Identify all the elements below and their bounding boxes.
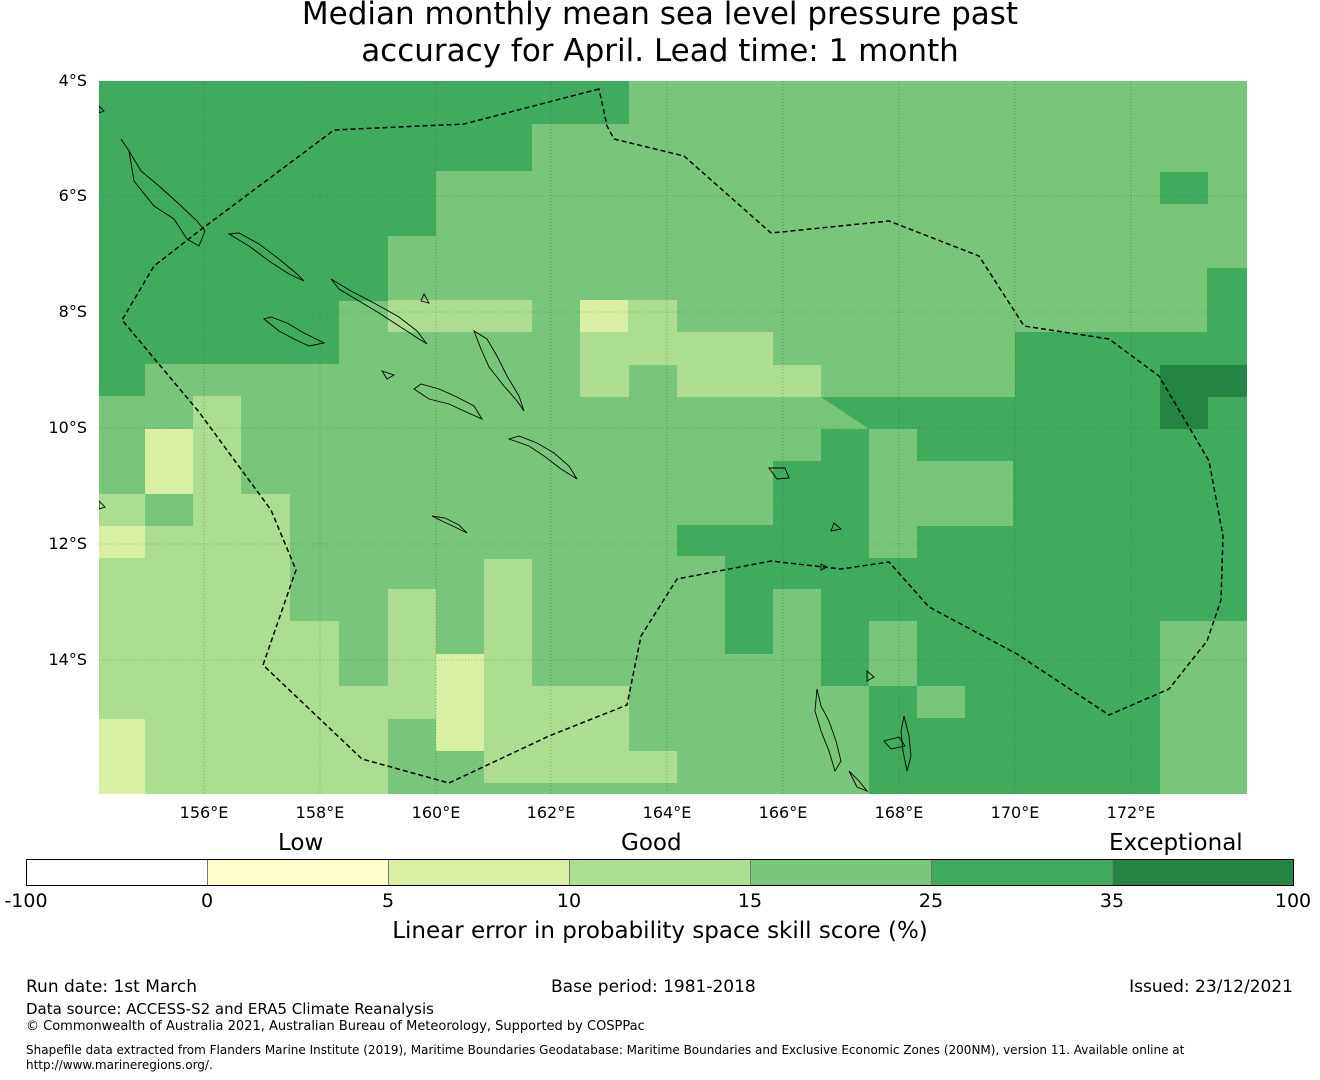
island-santa-isabel [330, 278, 428, 345]
cell-light-6 [484, 559, 532, 624]
island-choiseul [227, 232, 305, 282]
cell-mid-2 [869, 461, 917, 558]
colorbar-segment [570, 860, 751, 885]
lat-label-10s: 10°S [48, 418, 87, 437]
lat-label-14s: 14°S [48, 650, 87, 669]
legend-category-low: Low [278, 830, 324, 856]
island-vanuatu-mid [883, 736, 906, 750]
cell-high-right [1207, 268, 1247, 332]
lon-label-168e: 168°E [874, 803, 924, 822]
cell-light-2 [99, 526, 145, 558]
title-line-2: accuracy for April. Lead time: 1 month [361, 33, 959, 69]
lon-label-166e: 166°E [758, 803, 808, 822]
colorbar [26, 859, 1294, 886]
cell-mid-1 [773, 589, 821, 622]
colorbar-tick: 10 [556, 890, 582, 912]
cell-mid-5 [917, 686, 965, 718]
lat-label-6s: 6°S [58, 186, 87, 205]
island-bougainville [120, 138, 206, 247]
lon-label-156e: 156°E [179, 803, 229, 822]
colorbar-segment [932, 860, 1113, 885]
cell-light-3 [99, 719, 145, 794]
lat-label-4s: 4°S [58, 71, 87, 90]
skill-cells [99, 81, 1247, 794]
colorbar-segment [1113, 860, 1293, 885]
skill-map-canvas [99, 81, 1247, 794]
island-vanuatu-east [848, 770, 869, 793]
skill-map [99, 81, 1247, 794]
lon-label-160e: 160°E [411, 803, 461, 822]
island-vanuatu-north [814, 688, 842, 773]
cell-region-central-light [388, 300, 821, 397]
cell-light-1 [145, 429, 193, 494]
lon-label-172e: 172°E [1106, 803, 1156, 822]
island-small-4 [380, 370, 396, 380]
cell-light-8 [388, 719, 436, 752]
coastlines [99, 105, 912, 793]
lon-label-158e: 158°E [295, 803, 345, 822]
island-vanuatu-south [900, 715, 912, 772]
data-source: Data source: ACCESS-S2 and ERA5 Climate … [26, 1000, 434, 1018]
cell-high-lone [1160, 172, 1208, 204]
copyright: © Commonwealth of Australia 2021, Austra… [26, 1019, 645, 1034]
island-small-2 [866, 670, 875, 682]
island-guadalcanal [413, 383, 484, 421]
colorbar-tick: 25 [918, 890, 944, 912]
cell-mid-3 [869, 621, 917, 686]
base-period: Base period: 1981-2018 [551, 977, 756, 997]
island-santa-cruz [768, 467, 790, 480]
cell-region-high-east [677, 332, 1247, 794]
island-malaita [473, 329, 525, 412]
cell-mid-4 [773, 654, 821, 719]
island-rennell [431, 515, 468, 534]
cell-mid-7 [1207, 718, 1247, 794]
lon-label-162e: 162°E [526, 803, 576, 822]
shapefile-credit: Shapefile data extracted from Flanders M… [26, 1043, 1185, 1072]
lat-label-8s: 8°S [58, 302, 87, 321]
colorbar-tick: 35 [1099, 890, 1125, 912]
colorbar-segment [208, 860, 389, 885]
colorbar-label: Linear error in probability space skill … [392, 918, 928, 944]
lon-label-170e: 170°E [990, 803, 1040, 822]
cell-mid-north [629, 81, 677, 91]
legend-category-exceptional: Exceptional [1109, 830, 1243, 856]
island-small-5 [99, 105, 105, 114]
cell-mid-8 [917, 461, 1013, 526]
cell-palest [580, 300, 628, 332]
colorbar-tick: 100 [1274, 890, 1312, 912]
colorbar-segment [389, 860, 570, 885]
cell-light-4 [436, 654, 484, 751]
cell-region-high-nw [99, 81, 629, 396]
colorbar-segment [27, 860, 208, 885]
cell-darkest-2 [1160, 397, 1208, 429]
colorbar-segment [751, 860, 932, 885]
run-date: Run date: 1st March [26, 977, 198, 997]
cell-darkest [1160, 365, 1247, 397]
lon-label-164e: 164°E [642, 803, 692, 822]
island-small-7 [820, 563, 829, 571]
island-makira [507, 435, 578, 480]
island-new-georgia [263, 316, 326, 347]
island-small-1 [830, 522, 842, 532]
eez-boundary [121, 88, 1224, 784]
colorbar-tick: -100 [4, 890, 48, 912]
title-line-1: Median monthly mean sea level pressure p… [301, 0, 1019, 32]
cell-light-9 [629, 686, 677, 751]
chart-title: Median monthly mean sea level pressure p… [0, 0, 1320, 70]
legend-category-good: Good [621, 830, 682, 856]
colorbar-tick: 15 [737, 890, 763, 912]
island-small-3 [420, 292, 430, 304]
colorbar-tick: 0 [200, 890, 214, 912]
colorbar-tick: 5 [381, 890, 395, 912]
lat-label-12s: 12°S [48, 534, 87, 553]
gridlines [99, 81, 1247, 794]
island-small-6 [99, 500, 106, 510]
cell-light-5 [388, 589, 436, 719]
issued-date: Issued: 23/12/2021 [1129, 977, 1293, 997]
cell-mid-6 [1160, 621, 1247, 718]
